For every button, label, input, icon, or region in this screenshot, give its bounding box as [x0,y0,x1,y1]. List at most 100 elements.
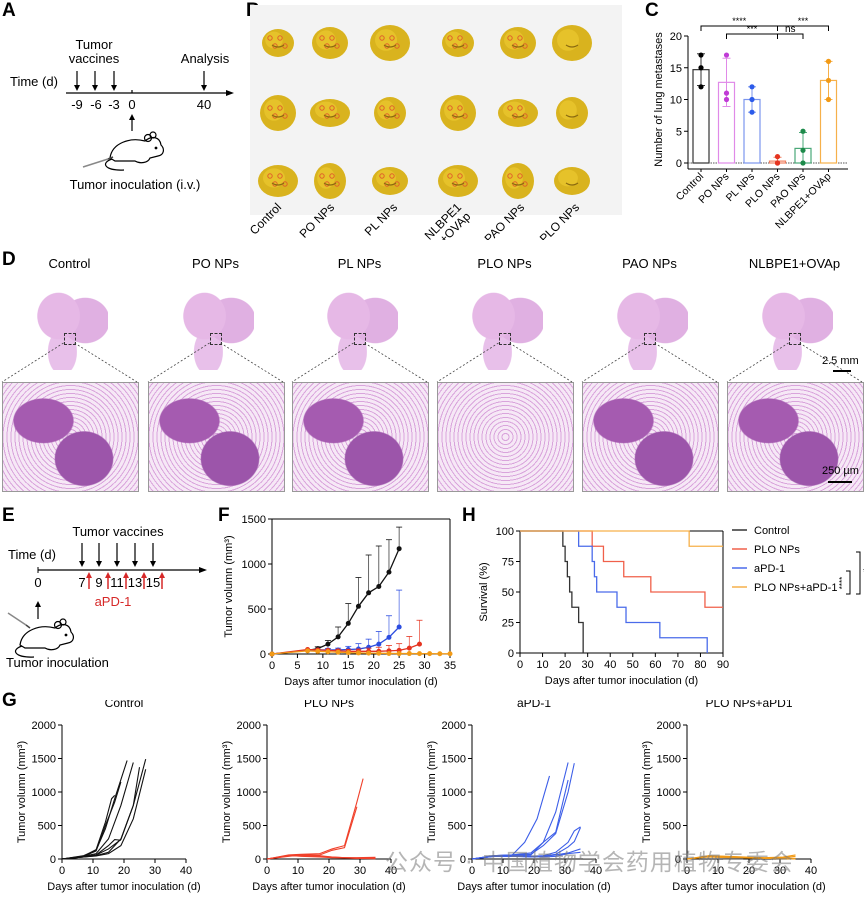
xtick-label: 20 [528,865,540,877]
d-zoom-line-right-3 [509,342,573,383]
lung-lobe-highlight [377,100,395,120]
ytick-label: 2000 [442,720,466,732]
lung-fissure [271,114,285,118]
lung-sample-4 [500,27,536,59]
h-legend-label-1: PLO NPs [754,544,800,556]
lung-fissure [565,114,579,118]
panel-a-timeline: Tumor vaccines Analysis Time (d) -9 -6 -… [10,37,234,192]
b-label-5: PLO NPs [537,200,582,240]
mouse-icon [14,618,74,658]
metastasis-spot [507,173,513,179]
xtick-label: 10 [317,660,329,672]
ytick-label: 500 [243,821,261,833]
xtick-label: 50 [627,659,639,671]
c-sig-label-2: *** [747,24,758,34]
f-point [406,651,412,657]
xtick-label: 30 [418,660,430,672]
d-zoom-guide-lines [1,342,863,383]
e-apd1-arrowhead-2 [123,572,129,578]
b-label-4: PAO NPs [482,200,528,240]
metastasis-spot [457,35,463,41]
lung-sample-7 [310,99,350,127]
d-title-5: NLBPE1+OVAp [748,256,841,271]
metastasis-spot [329,105,335,111]
panel-label-h: H [462,505,476,526]
metastasis-spot [277,105,283,111]
panel-e-timeline: Tumor vaccines Time (d) 0 7 9 11 13 15 a… [6,524,207,670]
xtick-label: 30 [559,865,571,877]
lung-fissure [323,182,337,186]
xtick-label: 30 [774,865,786,877]
ytick-label: 500 [38,821,56,833]
f-point [315,648,321,654]
y-axis-label: Tumor volumn (mm³) [641,741,653,843]
e-tick-7: 7 [78,575,85,590]
y-axis-label: Tumor volumn (mm³) [221,741,233,843]
d-zoom-line-left-2 [291,342,354,383]
e-vaccine-arrowhead-2 [114,561,120,567]
xtick-label: 35 [444,660,456,672]
xtick-label: 10 [87,865,99,877]
f-point [376,584,382,589]
f-point [427,651,433,657]
x-axis-label: Days after tumor inoculation (d) [545,675,698,687]
e-time-label: Time (d) [8,547,56,562]
chart-h-survival: 0 25 50 75 100 0 10 20 30 40 50 60 70 80 90 Days after … [478,525,864,687]
panel-label-a: A [2,0,16,21]
e-apd1-label: aPD-1 [95,594,132,609]
lung-lobe-highlight [316,30,336,50]
d-whole-section-4 [611,280,688,370]
g-tumor-curve-4 [686,856,796,860]
ytick-label: 50 [502,587,514,599]
e-tick-9: 9 [95,575,102,590]
c-ytick-label: 20 [670,31,682,43]
f-point [416,651,422,657]
e-inoculation-label: Tumor inoculation [6,655,109,670]
d-scale-bottom-label: 250 µm [822,465,859,477]
c-sig-label-3: ns [785,24,796,35]
ytick-label: 25 [502,618,514,630]
d-whole-section-5 [756,280,833,370]
xtick-label: 60 [649,659,661,671]
f-point [345,650,351,656]
e-vaccine-arrowhead-0 [79,561,85,567]
lung-fissure [383,114,397,118]
h-survival-curve-0 [520,530,584,653]
xtick-label: 10 [536,659,548,671]
lung-sample-0 [262,29,294,57]
lung-lobe-highlight [317,167,335,189]
e-tick-0: 0 [34,575,41,590]
d-zoom-line-left-4 [581,342,644,383]
g-tumor-curve-7 [471,851,581,860]
ytick-label: 0 [255,854,261,866]
xtick-label: 10 [712,865,724,877]
e-apd1-arrowhead-0 [86,572,92,578]
lung-photo-grid [258,25,592,199]
xtick-label: 70 [672,659,684,671]
d-roi-box-5 [788,333,801,345]
d-zoom-line-right-4 [654,342,718,383]
lung-fissure [565,44,579,48]
chart-f-tumor-growth: 0 500 1000 1500 0 5 10 15 20 25 30 35 Days after tum… [223,514,456,688]
metastasis-spot [379,35,385,41]
c-ytick-label: 0 [676,158,682,170]
d-whole-section-0 [31,280,108,370]
f-point [386,569,392,575]
xtick-label: 0 [59,865,65,877]
x-axis-label: Days after tumor inoculation (d) [47,881,200,893]
d-title-4: PAO NPs [622,256,677,271]
d-zoom-line-right-2 [364,342,428,383]
d-zoom-line-right-1 [220,342,284,383]
lung-fissure [383,44,397,48]
x-axis-label: Days after tumor inoculation (d) [284,676,437,688]
d-roi-box-3 [498,333,511,345]
lung-lobe-highlight [263,168,285,188]
lung-fissure [511,182,525,186]
ytick-label: 1500 [442,754,466,766]
f-point [437,651,443,657]
f-point [447,651,453,657]
lung-fissure [451,114,465,118]
xtick-label: 25 [393,660,405,672]
xtick-label: 30 [582,659,594,671]
